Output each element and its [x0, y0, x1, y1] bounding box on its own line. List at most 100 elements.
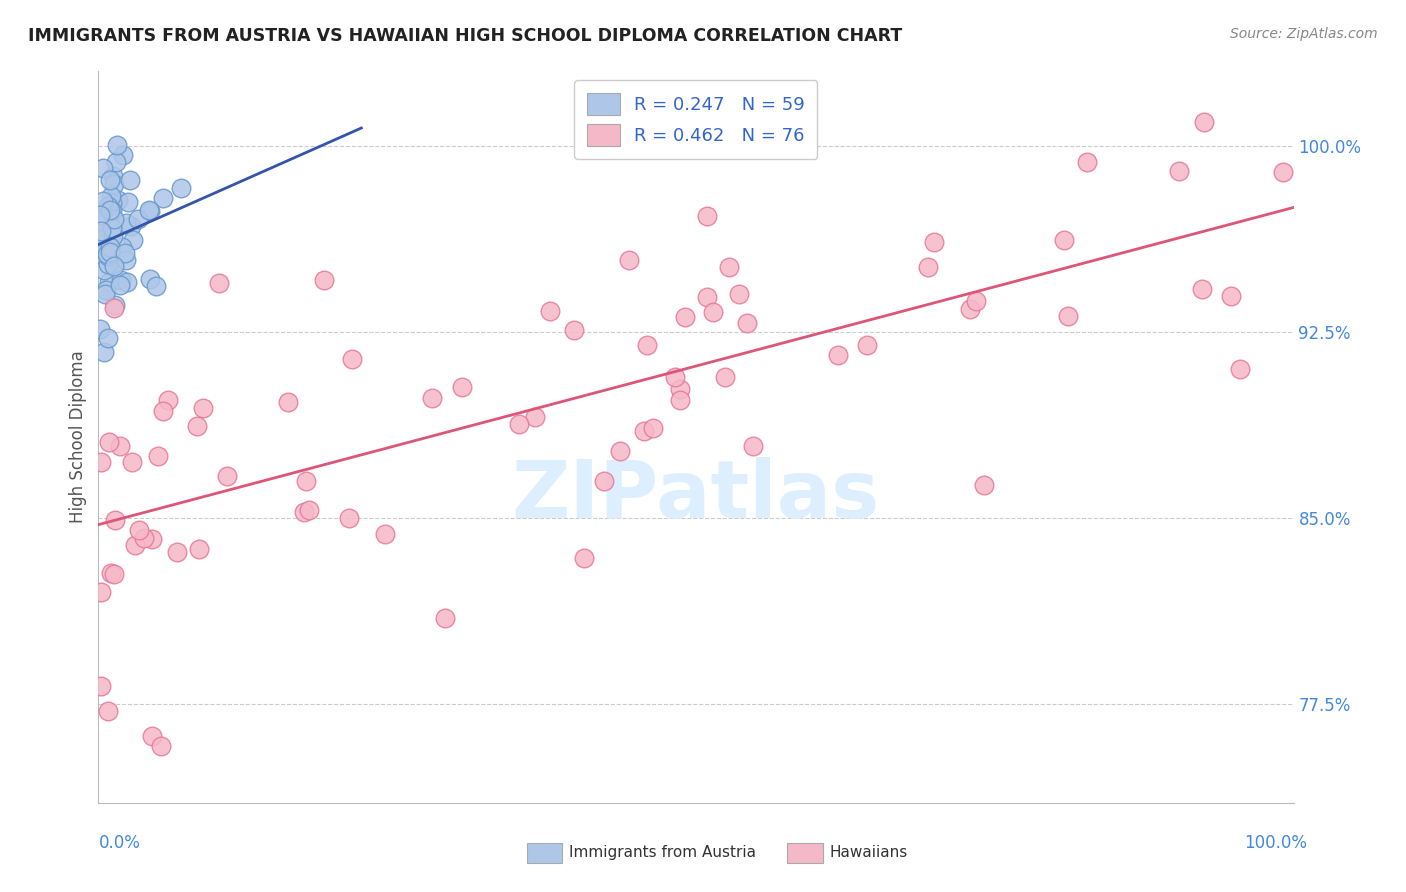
Point [97, 249, 120, 263]
Point [90, 455, 112, 469]
Point [89, 208, 111, 222]
Point [110, 272, 132, 286]
Point [1167, 164, 1189, 178]
Text: Source: ZipAtlas.com: Source: ZipAtlas.com [1230, 27, 1378, 41]
Point [141, 532, 163, 546]
Text: IMMIGRANTS FROM AUSTRIA VS HAWAIIAN HIGH SCHOOL DIPLOMA CORRELATION CHART: IMMIGRANTS FROM AUSTRIA VS HAWAIIAN HIGH… [28, 27, 903, 45]
Text: ZIPatlas: ZIPatlas [512, 457, 880, 534]
Point [141, 729, 163, 743]
Point [101, 203, 124, 218]
Point [117, 275, 139, 289]
Point [433, 611, 456, 625]
Point [94, 243, 117, 257]
Point [101, 196, 124, 211]
Point [538, 304, 561, 318]
Point [89, 224, 111, 238]
Text: 0.0%: 0.0% [98, 834, 141, 852]
Point [340, 351, 363, 366]
Point [97, 331, 120, 345]
Point [973, 478, 995, 492]
Point [735, 316, 758, 330]
Point [128, 523, 150, 537]
Point [420, 391, 443, 405]
Point [152, 191, 174, 205]
Y-axis label: High School Diploma: High School Diploma [69, 351, 87, 524]
Point [741, 439, 763, 453]
Point [98, 435, 121, 450]
Point [617, 252, 640, 267]
Point [152, 404, 174, 418]
Point [93, 161, 115, 175]
Point [117, 195, 139, 210]
Point [107, 194, 129, 208]
Point [157, 392, 180, 407]
Point [714, 370, 737, 384]
Point [186, 418, 208, 433]
Point [718, 260, 741, 274]
Point [100, 221, 122, 235]
Point [103, 211, 125, 226]
Point [94, 286, 117, 301]
Point [100, 188, 122, 202]
Point [89, 227, 111, 242]
Point [917, 260, 939, 274]
Point [609, 443, 631, 458]
Point [127, 212, 149, 227]
Text: Immigrants from Austria: Immigrants from Austria [569, 846, 756, 860]
Point [702, 305, 724, 319]
Point [636, 338, 658, 352]
Point [1192, 115, 1215, 129]
Point [294, 475, 316, 489]
Point [91, 194, 114, 208]
Point [100, 245, 122, 260]
Point [138, 203, 160, 218]
Point [728, 287, 751, 301]
Point [98, 240, 121, 254]
Point [451, 380, 474, 394]
Point [572, 550, 595, 565]
Point [1220, 288, 1243, 302]
Point [1229, 361, 1251, 376]
Point [965, 293, 987, 308]
Point [148, 450, 170, 464]
Point [96, 247, 118, 261]
Point [187, 541, 209, 556]
Point [1076, 154, 1098, 169]
Point [114, 245, 136, 260]
Point [664, 370, 686, 384]
Point [169, 181, 191, 195]
Point [104, 513, 127, 527]
Point [292, 505, 315, 519]
Point [89, 229, 111, 244]
Point [97, 199, 120, 213]
Point [508, 417, 530, 432]
Point [104, 155, 127, 169]
Point [827, 348, 849, 362]
Point [111, 240, 134, 254]
Point [669, 392, 692, 407]
Point [633, 424, 655, 438]
Point [312, 273, 335, 287]
Point [97, 257, 120, 271]
Point [298, 502, 321, 516]
Point [98, 173, 121, 187]
Point [93, 345, 115, 359]
Point [122, 233, 145, 247]
Point [89, 322, 111, 336]
Point [103, 178, 125, 192]
Point [118, 172, 141, 186]
Point [924, 235, 946, 249]
Point [97, 704, 120, 718]
Point [111, 148, 134, 162]
Point [1053, 233, 1076, 247]
Point [337, 511, 360, 525]
Point [149, 739, 172, 753]
Point [562, 323, 585, 337]
Point [115, 216, 138, 230]
Point [1271, 165, 1294, 179]
Point [593, 474, 616, 488]
Point [193, 401, 215, 416]
Point [856, 337, 879, 351]
Point [100, 566, 122, 581]
Point [103, 259, 125, 273]
